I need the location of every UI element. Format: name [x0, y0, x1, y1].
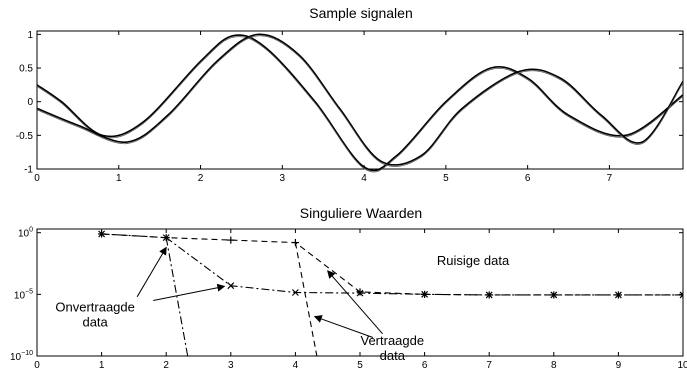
x-tick-label: 7 — [486, 360, 492, 371]
annotation-arrow — [153, 283, 226, 302]
series-2-marker — [614, 291, 622, 299]
signal-line-1 — [36, 34, 684, 172]
tick-labels-bottom: 0 1 2 3 4 5 6 7 8 9 10 100 10−5 10−10 — [10, 227, 687, 371]
x-tick-label: 6 — [422, 360, 428, 371]
marker-stroke — [98, 230, 106, 238]
x-tick-label: 1 — [116, 173, 122, 184]
series-1-marker — [227, 236, 235, 244]
series-layer-bottom — [98, 230, 683, 356]
sample-signals-chart: Sample signalen 0 1 2 3 4 5 6 7 1 0.5 0 -0.5 -1 — [16, 5, 684, 184]
x-tick-label: 0 — [34, 173, 40, 184]
annotation-text: data — [380, 348, 406, 363]
series-drop-line-1 — [294, 242, 318, 356]
y-tick-label: 10−10 — [10, 350, 33, 363]
series-layer-top — [36, 33, 684, 173]
x-tick-label: 3 — [280, 173, 286, 184]
marker-stroke — [162, 234, 170, 242]
series-2-marker — [421, 290, 429, 298]
x-tick-label: 8 — [551, 360, 557, 371]
x-tick-label: 3 — [228, 360, 234, 371]
marker-stroke — [356, 289, 364, 297]
y-tick-label: -0.5 — [16, 131, 34, 142]
marker-stroke — [679, 291, 683, 296]
signal-line-2 — [36, 33, 684, 166]
x-tick-label: 10 — [677, 360, 687, 371]
noisy-signal-line-2 — [36, 35, 684, 167]
marker-stroke — [550, 291, 558, 299]
marker-stroke — [679, 294, 683, 299]
y-tick-label: 100 — [18, 227, 33, 240]
series-2-marker — [227, 282, 235, 290]
series-2-marker — [679, 291, 683, 299]
x-tick-label: 5 — [443, 173, 449, 184]
y-tick-label: 10−5 — [14, 288, 33, 301]
series-2-marker — [98, 230, 106, 238]
x-tick-label: 0 — [34, 360, 40, 371]
x-tick-label: 2 — [198, 173, 204, 184]
marker-stroke — [227, 282, 235, 290]
marker-stroke — [614, 291, 622, 299]
x-tick-label: 7 — [607, 173, 613, 184]
annotation-text: Ruisige data — [437, 253, 510, 268]
annotation-text: data — [82, 315, 108, 330]
y-tick-label: 0.5 — [19, 64, 33, 75]
series-1-marker — [356, 288, 364, 296]
marker-stroke — [421, 290, 429, 298]
marker-stroke — [291, 289, 299, 296]
x-tick-label: 9 — [616, 360, 622, 371]
chart-title-singular-values: Singuliere Waarden — [300, 205, 422, 221]
x-tick-label: 6 — [525, 173, 531, 184]
series-1-marker — [291, 238, 299, 247]
y-tick-label: -1 — [24, 165, 33, 176]
series-2-marker — [485, 291, 493, 299]
x-tick-label: 4 — [361, 173, 367, 184]
series-2-marker — [356, 289, 364, 297]
series-drop-line-2 — [165, 237, 189, 356]
series-2-marker — [162, 234, 170, 242]
annotation-arrow — [136, 246, 167, 298]
annotation-text: Vertraagde — [360, 333, 424, 348]
y-tick-label: 0 — [27, 97, 33, 108]
tick-labels-top: 0 1 2 3 4 5 6 7 1 0.5 0 -0.5 -1 — [16, 30, 683, 184]
series-2-marker — [550, 291, 558, 299]
x-tick-label: 4 — [293, 360, 299, 371]
annotation-arrow — [313, 315, 374, 338]
series-2-marker — [291, 289, 299, 296]
marker-stroke — [485, 291, 493, 299]
x-tick-label: 5 — [357, 360, 363, 371]
series-clip-group — [98, 230, 683, 356]
chart-title-sample-signals: Sample signalen — [309, 5, 413, 21]
y-tick-label: 1 — [27, 30, 33, 41]
annotation-arrow — [327, 270, 383, 335]
x-tick-label: 1 — [99, 360, 105, 371]
series-line-2 — [101, 233, 683, 296]
annotation-text: Onvertraagde — [55, 300, 135, 315]
plot-frame-top — [36, 30, 684, 170]
series-line-1 — [101, 233, 683, 296]
noisy-signal-line-1 — [36, 36, 684, 173]
x-tick-label: 2 — [163, 360, 169, 371]
singular-values-chart: Singuliere Waarden 0 1 2 3 4 5 6 7 8 9 10 100 10−5 10… — [10, 205, 687, 371]
